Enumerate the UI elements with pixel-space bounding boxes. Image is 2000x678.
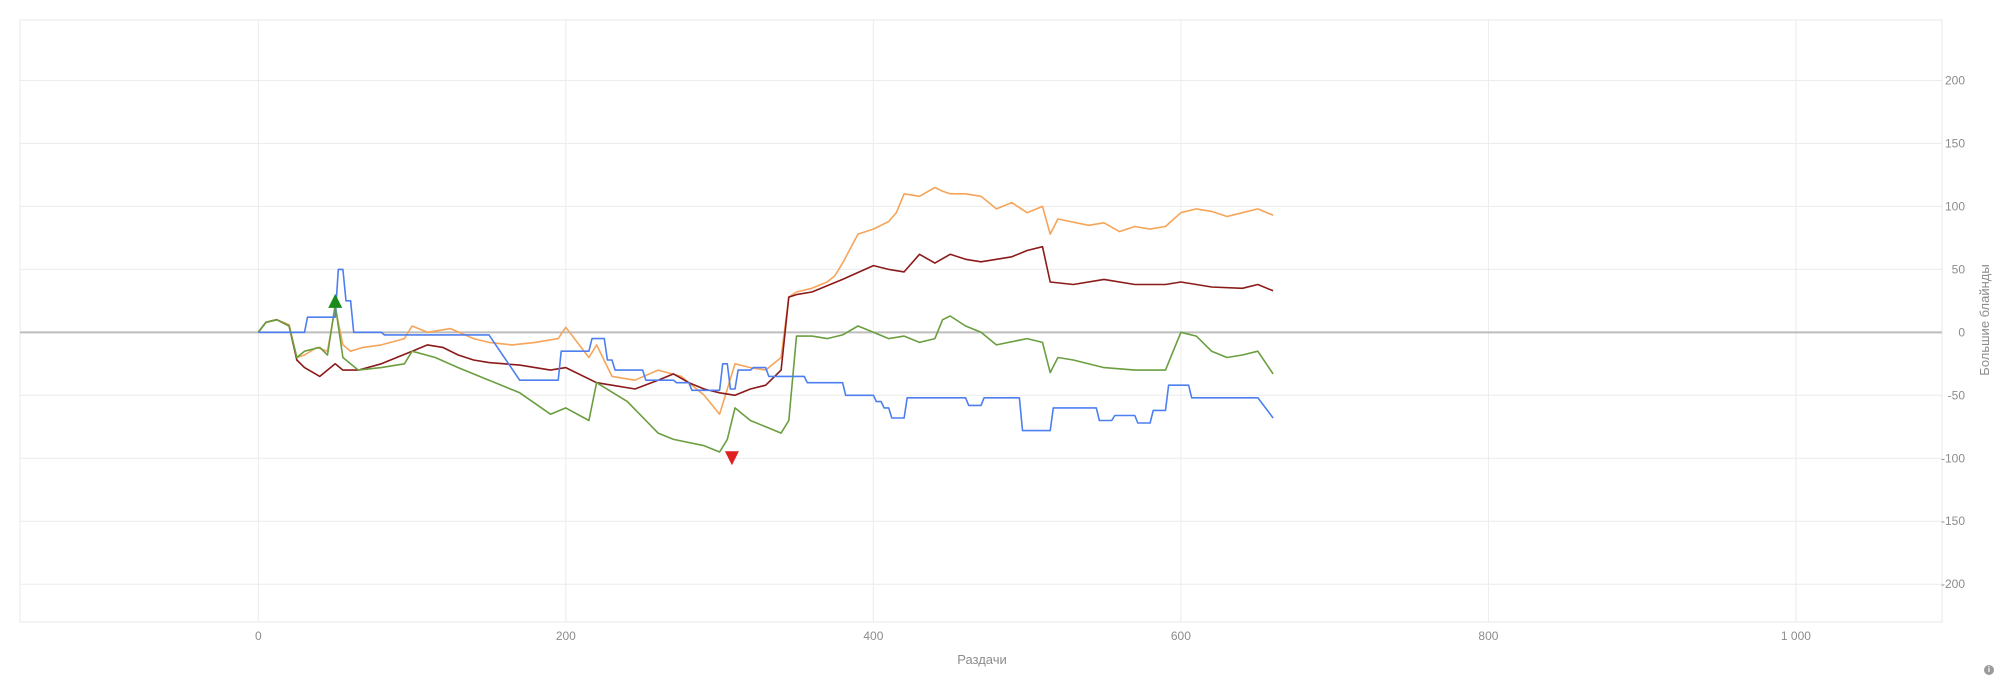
x-tick-label: 200 <box>556 629 576 643</box>
plot-border <box>19 19 1943 623</box>
x-tick-label: 400 <box>863 629 883 643</box>
series-line-2 <box>257 245 1274 397</box>
x-tick-label: 800 <box>1478 629 1498 643</box>
series-line-1 <box>257 186 1274 416</box>
y-tick-label: 0 <box>1958 325 1965 339</box>
y-tick-label: -50 <box>1948 388 1966 402</box>
y-axis-title: Большие блайнды <box>1977 264 1992 375</box>
x-tick-label: 1 000 <box>1781 629 1811 643</box>
max-marker <box>328 293 343 308</box>
y-tick-label: -100 <box>1941 451 1965 465</box>
y-tick-label: 50 <box>1952 262 1966 276</box>
y-tick-label: 200 <box>1945 73 1965 87</box>
y-tick-label: 150 <box>1945 136 1965 150</box>
markers-group <box>328 293 739 466</box>
y-axis-ticks: 200 150 100 50 0 -50 -100 -150 -200 <box>1941 73 1965 591</box>
series-line-4 <box>258 268 1274 432</box>
min-marker <box>724 451 739 466</box>
x-axis-ticks: 0 200 400 600 800 1 000 <box>255 629 1811 643</box>
x-tick-label: 0 <box>255 629 262 643</box>
x-tick-label: 600 <box>1171 629 1191 643</box>
y-tick-label: 100 <box>1945 199 1965 213</box>
grid <box>19 19 1943 623</box>
series-group <box>257 186 1274 453</box>
info-icon[interactable]: i <box>1984 665 1994 675</box>
series-line-3 <box>257 303 1274 453</box>
y-tick-label: -200 <box>1941 577 1965 591</box>
y-tick-label: -150 <box>1941 514 1965 528</box>
x-axis-title: Раздачи <box>957 652 1007 667</box>
